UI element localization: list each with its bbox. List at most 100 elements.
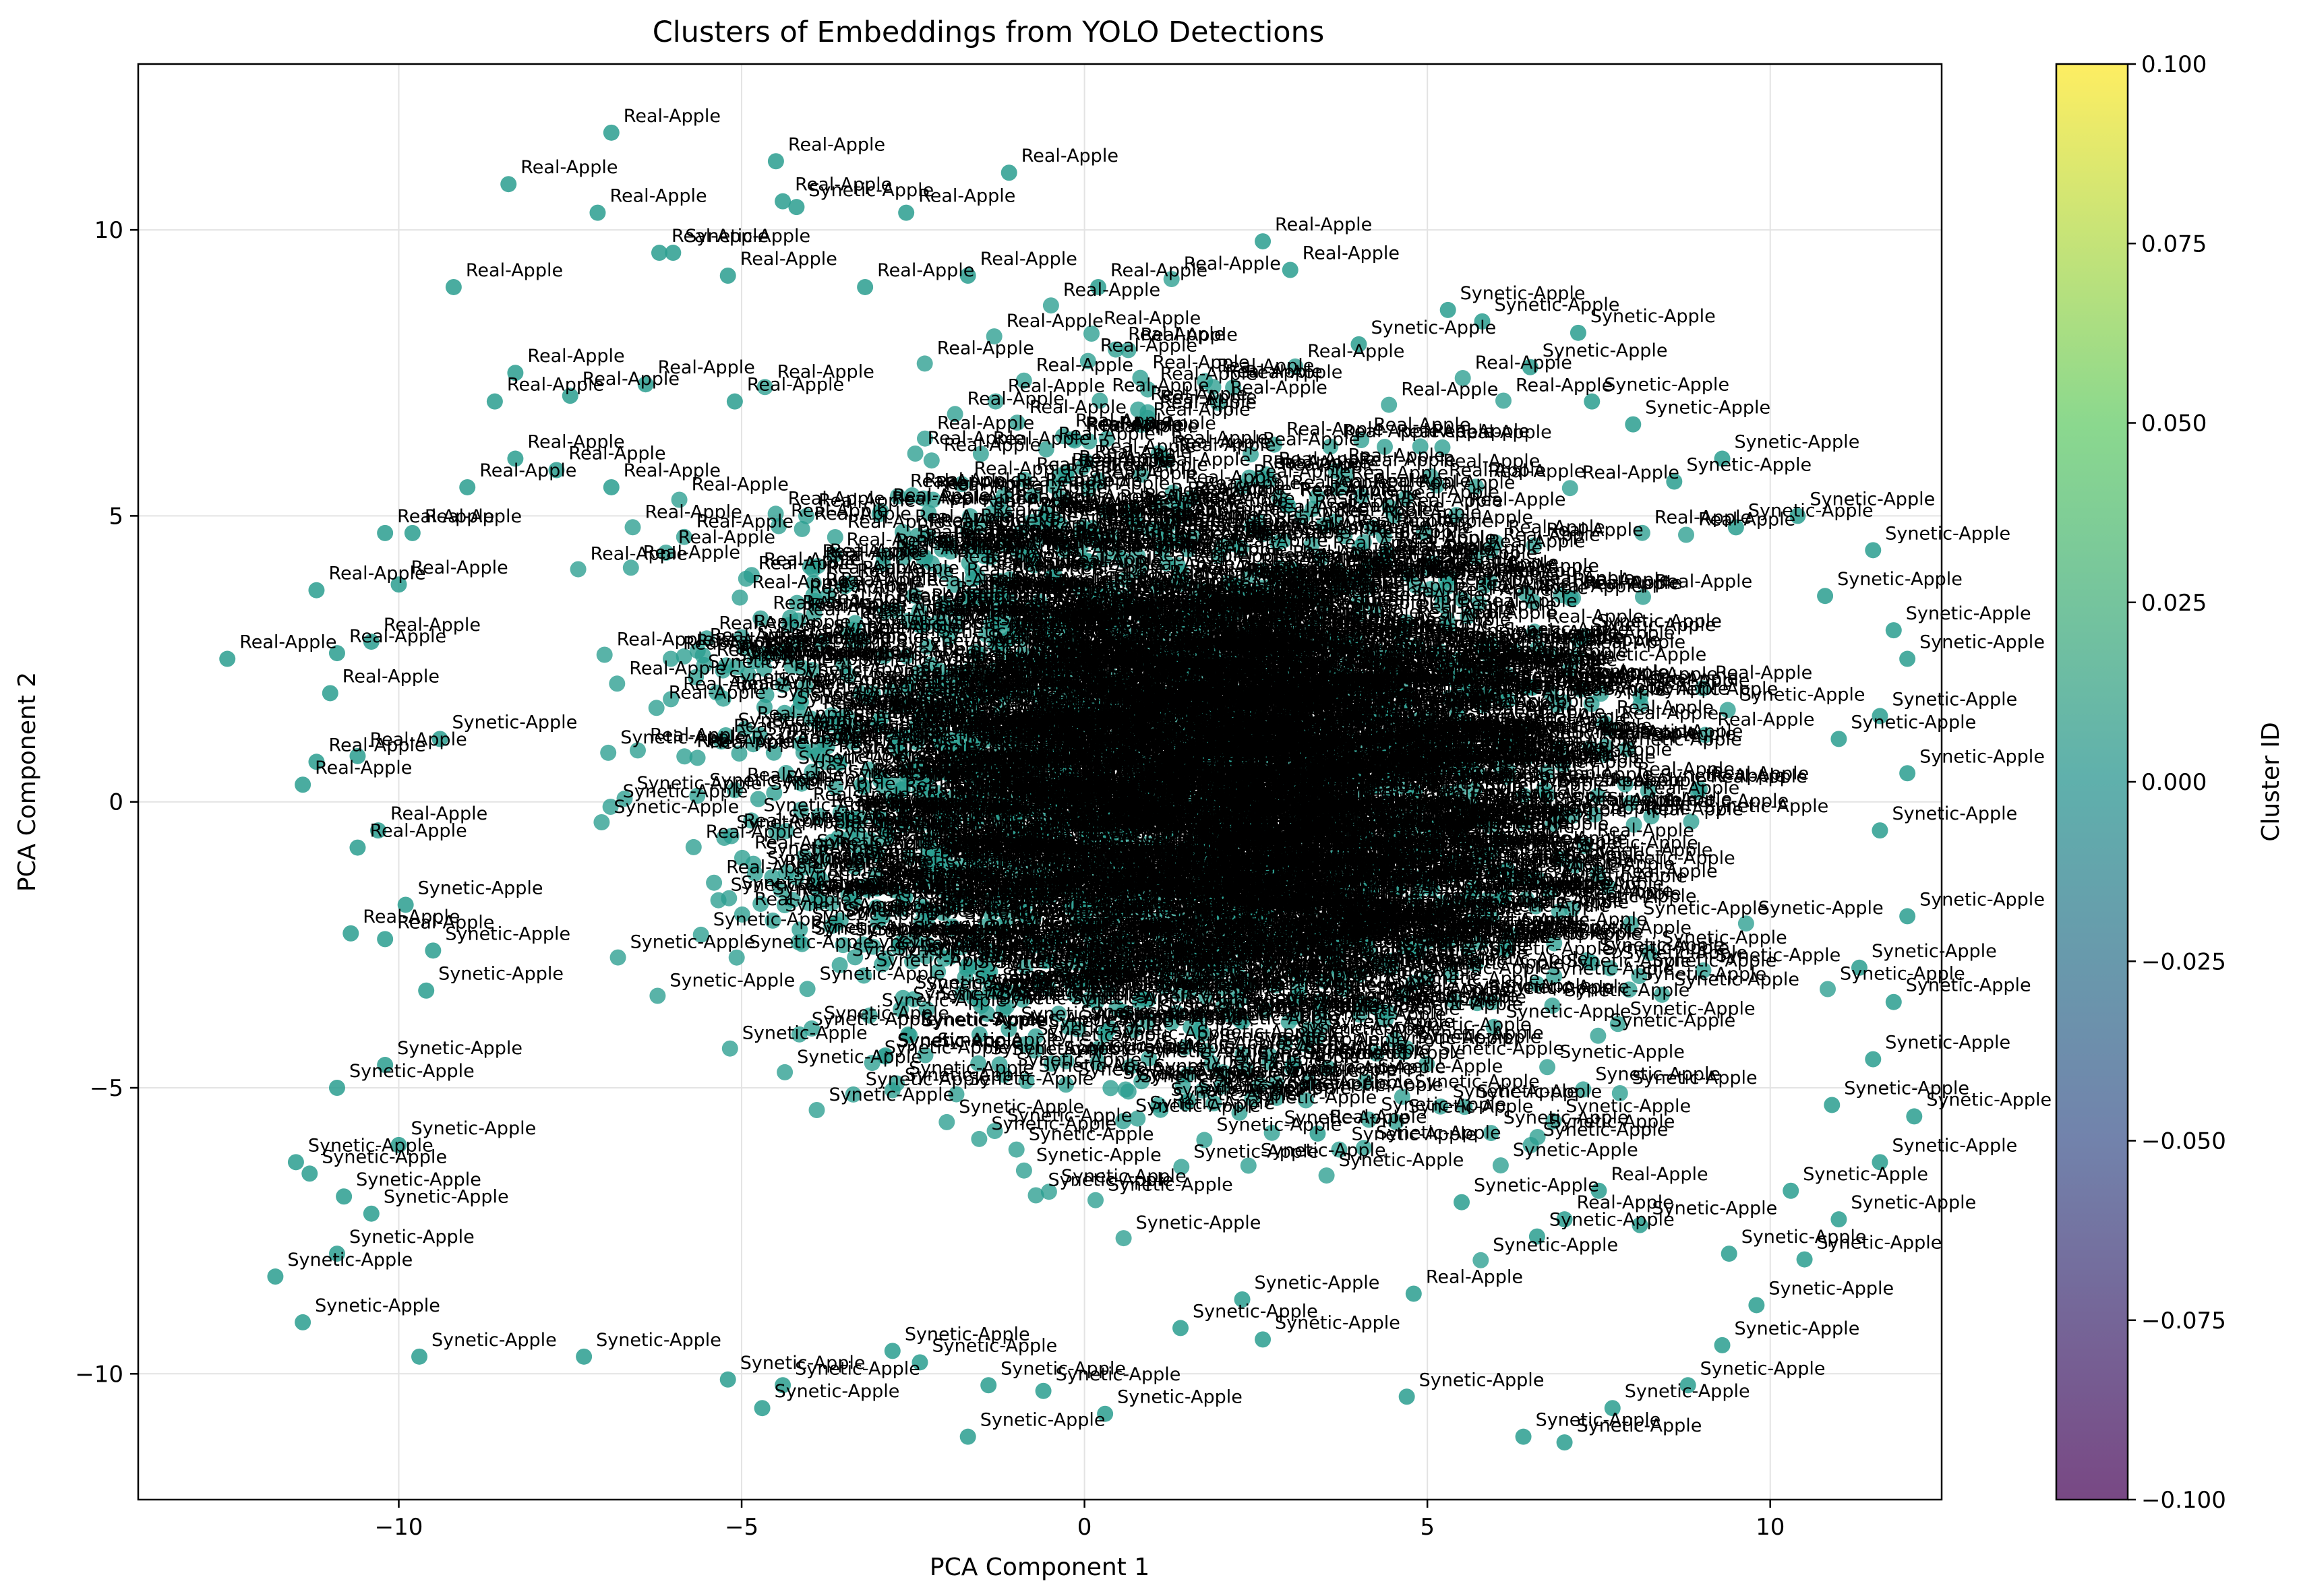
point-label: Synetic-Apple xyxy=(1336,955,1462,976)
point-label: Synetic-Apple xyxy=(1013,965,1138,986)
point-label: Real-Apple xyxy=(1007,311,1104,332)
point-label: Real-Apple xyxy=(1654,508,1752,528)
scatter-point xyxy=(710,892,727,909)
scatter-point xyxy=(1102,1080,1119,1097)
point-label: Synetic-Apple xyxy=(1294,755,1419,776)
point-label: Real-Apple xyxy=(1329,1107,1427,1128)
point-label: Real-Apple xyxy=(773,593,870,614)
scatter-point xyxy=(1454,1194,1470,1210)
point-label: Synetic-Apple xyxy=(1700,1358,1826,1379)
scatter-point xyxy=(418,982,435,999)
scatter-point xyxy=(1087,1192,1104,1208)
point-label: Real-Apple xyxy=(369,821,467,842)
point-label: Real-Apple xyxy=(1153,399,1250,420)
scatter-point xyxy=(1255,1331,1272,1348)
scatter-point xyxy=(1244,1091,1261,1107)
point-label: Synetic-Apple xyxy=(1261,1140,1386,1161)
point-label: Real-Apple xyxy=(479,460,576,481)
point-label: Synetic-Apple xyxy=(1919,632,2045,653)
scatter-point xyxy=(411,1348,428,1365)
scatter-point xyxy=(1131,562,1147,579)
scatter-point xyxy=(1783,1182,1799,1199)
scatter-point xyxy=(342,925,359,942)
point-label: Real-Apple xyxy=(328,735,425,756)
point-label: Synetic-Apple xyxy=(1123,1062,1248,1083)
point-label: Real-Apple xyxy=(1508,517,1605,538)
scatter-point xyxy=(788,199,805,216)
scatter-point xyxy=(1008,1141,1025,1158)
point-label: Synetic-Apple xyxy=(1227,654,1352,675)
point-label: Synetic-Apple xyxy=(808,180,934,201)
scatter-point xyxy=(1132,369,1149,386)
point-label: Synetic-Apple xyxy=(1588,840,1713,861)
chart-title: Clusters of Embeddings from YOLO Detecti… xyxy=(653,16,1325,49)
scatter-point xyxy=(322,685,338,702)
scatter-point xyxy=(918,948,934,964)
scatter-point xyxy=(1515,1428,1532,1445)
scatter-point xyxy=(971,1130,988,1147)
point-label: Real-Apple xyxy=(1263,429,1360,450)
point-label: Real-Apple xyxy=(466,260,563,281)
scatter-point xyxy=(719,1371,736,1388)
point-label: Real-Apple xyxy=(1426,1267,1523,1288)
scatter-point xyxy=(904,953,920,970)
point-label: Real-Apple xyxy=(969,672,1067,693)
scatter-point xyxy=(600,744,617,761)
point-label: Synetic-Apple xyxy=(1768,1278,1894,1299)
scatter-point xyxy=(1015,1162,1032,1179)
point-label: Real-Apple xyxy=(1440,543,1537,564)
scatter-point xyxy=(731,589,748,606)
point-label: Real-Apple xyxy=(1035,816,1132,836)
point-label: Real-Apple xyxy=(1356,845,1453,866)
point-label: Synetic-Apple xyxy=(1885,523,2010,544)
scatter-point xyxy=(980,1377,997,1394)
scatter-point xyxy=(1714,1337,1731,1353)
point-label: Synetic-Apple xyxy=(992,1009,1117,1030)
scatter-point xyxy=(603,479,620,495)
point-label: Synetic-Apple xyxy=(1543,1119,1669,1140)
scatter-point xyxy=(1255,233,1272,250)
point-label: Real-Apple xyxy=(814,642,912,663)
scatter-point xyxy=(676,748,693,765)
scatter-point xyxy=(308,582,325,598)
scatter-point xyxy=(1115,1230,1132,1247)
point-label: Synetic-Apple xyxy=(1851,1192,1976,1213)
point-label: Real-Apple xyxy=(1079,859,1176,880)
point-label: Real-Apple xyxy=(1100,336,1197,357)
point-label: Synetic-Apple xyxy=(1630,998,1756,1019)
scatter-point xyxy=(1000,164,1017,181)
scatter-point xyxy=(377,931,394,948)
point-label: Synetic-Apple xyxy=(1347,925,1472,946)
scatter-point xyxy=(1737,915,1754,932)
point-label: Real-Apple xyxy=(1063,280,1160,301)
point-label: Real-Apple xyxy=(342,666,440,687)
scatter-point xyxy=(1817,588,1834,605)
point-label: Synetic-Apple xyxy=(1216,1114,1342,1135)
point-label: Real-Apple xyxy=(889,863,986,884)
point-label: Real-Apple xyxy=(1582,462,1679,483)
point-label: Real-Apple xyxy=(982,705,1079,726)
scatter-point xyxy=(719,267,736,284)
point-label: Real-Apple xyxy=(1454,890,1551,911)
point-label: Real-Apple xyxy=(1008,376,1105,397)
scatter-point xyxy=(1872,822,1888,839)
scatter-point xyxy=(754,1400,771,1417)
point-label: Real-Apple xyxy=(1110,260,1207,281)
point-label: Synetic-Apple xyxy=(1625,1381,1750,1402)
point-label: Synetic-Apple xyxy=(1617,729,1742,750)
scatter-point xyxy=(1172,1320,1189,1337)
point-label: Synetic-Apple xyxy=(637,773,763,794)
scatter-point xyxy=(363,1205,380,1222)
point-label: Synetic-Apple xyxy=(1252,1087,1377,1108)
scatter-point xyxy=(404,524,421,541)
scatter-point xyxy=(589,204,606,221)
scatter-point xyxy=(1353,488,1370,505)
point-label: Synetic-Apple xyxy=(1892,1135,2017,1156)
point-label: Synetic-Apple xyxy=(1234,1061,1359,1082)
scatter-point xyxy=(1885,993,1902,1010)
point-label: Synetic-Apple xyxy=(1758,898,1884,919)
scatter-point xyxy=(1517,867,1534,884)
scatter-point xyxy=(500,176,517,193)
scatter-point xyxy=(1117,1081,1134,1098)
point-label: Real-Apple xyxy=(1120,487,1217,508)
